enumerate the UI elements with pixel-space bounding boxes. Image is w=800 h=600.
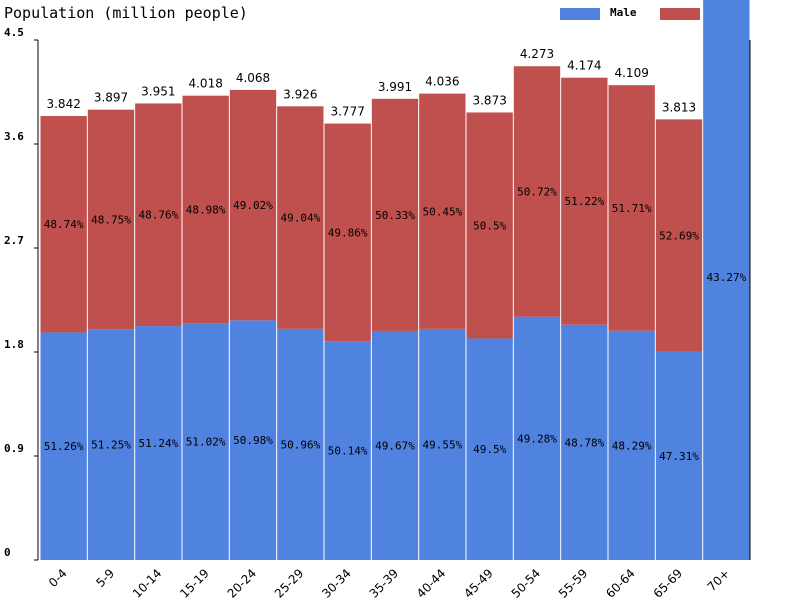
share-label: 51.25% [91,439,131,452]
share-label: 50.45% [422,205,462,218]
share-label: 48.29% [612,439,652,452]
total-label: 4.068 [236,71,270,85]
total-label: 3.991 [378,80,412,94]
x-tick-label: 0-4 [46,566,70,590]
bar-segment [229,320,277,560]
share-label: 49.04% [280,212,320,225]
bar-segment [182,323,229,560]
y-tick-label: 0.9 [4,442,24,455]
x-tick-label: 60-64 [603,566,638,600]
y-tick-label: 2.7 [4,234,24,247]
share-label: 51.22% [564,195,604,208]
bar-segment [466,338,513,560]
bar-segment [324,123,371,342]
bar-segment [277,106,324,329]
bar-segment [229,89,277,321]
bar-segment [87,329,135,560]
bar-segment [135,103,182,327]
x-tick-label: 45-49 [461,566,496,600]
share-label: 48.78% [564,436,604,449]
share-label: 49.02% [233,199,273,212]
total-label: 4.109 [614,66,648,80]
x-tick-label: 25-29 [272,566,307,600]
x-tick-label: 65-69 [651,566,686,600]
bar-segment [277,328,324,560]
x-tick-label: 55-59 [556,566,591,600]
x-tick-label: 20-24 [225,566,260,600]
share-label: 49.86% [328,226,368,239]
x-tick-label: 30-34 [319,566,354,600]
y-tick-label: 1.8 [4,338,24,351]
bar-segment [608,330,655,560]
bar-segment [703,0,750,561]
bar-segment [561,324,608,560]
bar-segment [655,351,703,560]
total-label: 3.897 [94,91,128,105]
bar-segment [40,116,87,333]
share-label: 51.71% [612,202,652,215]
share-label: 50.33% [375,209,415,222]
share-label: 51.02% [186,436,226,449]
legend-swatch [660,8,700,20]
share-label: 47.31% [659,450,699,463]
total-label: 3.777 [330,105,364,119]
total-label: 4.018 [188,77,222,91]
share-label: 43.27% [706,271,746,284]
share-label: 49.28% [517,432,557,445]
bar-segment [135,326,182,560]
share-label: 50.98% [233,434,273,447]
x-tick-label: 35-39 [367,566,402,600]
share-label: 48.75% [91,213,131,226]
bar-segment [513,66,561,317]
share-label: 49.5% [473,443,506,456]
total-label: 3.813 [662,100,696,114]
bar-segment [466,112,513,339]
x-tick-label: 50-54 [509,566,544,600]
total-label: 3.873 [472,93,506,107]
share-label: 50.14% [328,445,368,458]
share-label: 51.24% [138,437,178,450]
bar-segment [608,85,655,331]
share-label: 48.98% [186,203,226,216]
legend-label: Male [610,6,637,19]
bar-segment [419,93,466,329]
legend-swatch [560,8,600,20]
y-tick-label: 4.5 [4,26,24,39]
x-tick-label: 5-9 [93,566,117,590]
total-label: 4.174 [567,59,601,73]
share-label: 48.76% [138,209,178,222]
x-tick-label: 40-44 [414,566,449,600]
bar-segment [419,328,466,560]
chart-title: Population (million people) [4,4,248,22]
bar-segment [513,316,561,560]
bar-segment [182,95,229,324]
y-tick-label: 0 [4,546,11,559]
share-label: 49.67% [375,439,415,452]
x-tick-label: 10-14 [130,566,165,600]
share-label: 51.26% [44,440,84,453]
x-tick-label: 15-19 [177,566,212,600]
bar-segment [324,341,371,560]
bar-segment [561,77,608,325]
bar-segment [87,109,135,330]
bar-segment [371,98,419,331]
total-label: 3.926 [283,87,317,101]
total-label: 4.036 [425,75,459,89]
share-label: 48.74% [44,218,84,231]
x-tick-label: 70+ [705,566,733,594]
bar-segment [40,332,87,560]
share-label: 50.72% [517,185,557,198]
total-label: 3.951 [141,84,175,98]
share-label: 50.96% [280,438,320,451]
share-label: 49.55% [422,438,462,451]
y-tick-label: 3.6 [4,130,24,143]
total-label: 4.273 [520,47,554,61]
bar-segment [655,119,703,352]
share-label: 50.5% [473,219,506,232]
total-label: 3.842 [46,97,80,111]
share-label: 52.69% [659,229,699,242]
bar-segment [371,330,419,560]
